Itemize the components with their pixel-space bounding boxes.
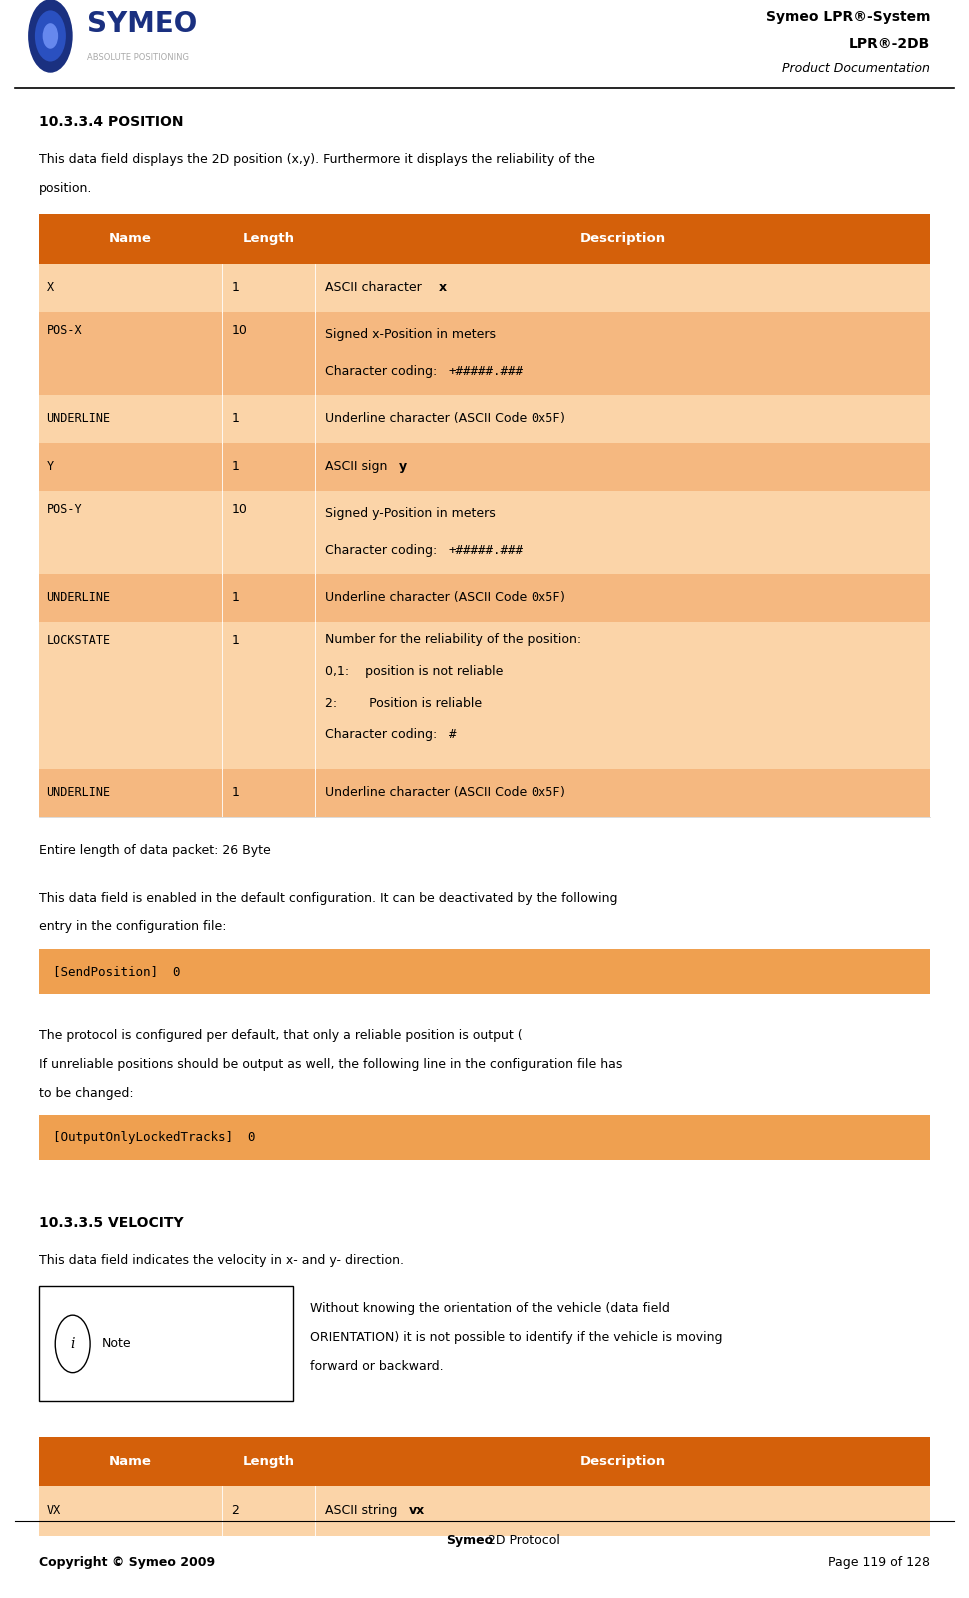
Text: ASCII sign: ASCII sign [325,460,391,473]
FancyBboxPatch shape [39,1286,293,1401]
Text: Note: Note [102,1338,132,1350]
Text: 1: 1 [232,412,239,425]
Text: VX: VX [47,1504,61,1518]
Text: Length: Length [242,232,295,246]
Text: 2: 2 [232,1504,239,1518]
Text: POS-Y: POS-Y [47,503,82,516]
Text: Entire length of data packet: 26 Byte: Entire length of data packet: 26 Byte [39,844,270,857]
Text: 1: 1 [232,281,239,294]
FancyBboxPatch shape [39,214,930,264]
FancyBboxPatch shape [39,491,930,574]
Circle shape [28,0,73,72]
Text: 10: 10 [232,324,247,337]
Text: 2:        Position is reliable: 2: Position is reliable [325,697,482,710]
FancyBboxPatch shape [39,1486,930,1536]
Text: #: # [449,729,456,741]
Text: [SendPosition]  0: [SendPosition] 0 [53,965,181,978]
Text: Page 119 of 128: Page 119 of 128 [828,1556,930,1569]
Text: Underline character (ASCII Code: Underline character (ASCII Code [325,591,531,604]
Text: 10: 10 [232,503,247,516]
FancyBboxPatch shape [39,395,930,443]
Text: Description: Description [579,232,666,246]
Text: entry in the configuration file:: entry in the configuration file: [39,920,226,933]
Text: position.: position. [39,182,92,195]
Text: SYMEO: SYMEO [87,10,198,38]
Text: ABSOLUTE POSITIONING: ABSOLUTE POSITIONING [87,53,189,62]
FancyBboxPatch shape [39,1437,930,1486]
Text: ASCII character: ASCII character [325,281,425,294]
Text: Signed y-Position in meters: Signed y-Position in meters [325,507,495,521]
Text: 1: 1 [232,591,239,604]
Text: POS-X: POS-X [47,324,82,337]
Text: ): ) [560,412,565,425]
FancyBboxPatch shape [39,264,930,312]
Text: 0,1:    position is not reliable: 0,1: position is not reliable [325,665,503,678]
Text: 1: 1 [232,786,239,799]
Text: This data field displays the 2D position (x,y). Furthermore it displays the reli: This data field displays the 2D position… [39,153,595,166]
Text: [OutputOnlyLockedTracks]  0: [OutputOnlyLockedTracks] 0 [53,1131,256,1144]
Text: ASCII string: ASCII string [325,1504,401,1518]
Text: This data field indicates the velocity in x- and y- direction.: This data field indicates the velocity i… [39,1254,404,1267]
Circle shape [35,10,66,62]
Text: Character coding:: Character coding: [325,364,445,379]
Text: Symeo LPR®-System: Symeo LPR®-System [766,10,930,24]
Text: X: X [47,281,53,294]
Text: +#####.###: +#####.### [449,543,524,558]
Text: UNDERLINE: UNDERLINE [47,786,110,799]
FancyBboxPatch shape [39,769,930,817]
Text: If unreliable positions should be output as well, the following line in the conf: If unreliable positions should be output… [39,1058,622,1071]
Text: 10.3.3.4 POSITION: 10.3.3.4 POSITION [39,115,183,129]
Text: The protocol is configured per default, that only a reliable position is output : The protocol is configured per default, … [39,1029,522,1042]
Text: This data field is enabled in the default configuration. It can be deactivated b: This data field is enabled in the defaul… [39,892,617,904]
FancyBboxPatch shape [39,622,930,769]
Text: forward or backward.: forward or backward. [310,1360,444,1373]
Text: Signed x-Position in meters: Signed x-Position in meters [325,328,496,342]
Text: Description: Description [579,1454,666,1469]
Text: UNDERLINE: UNDERLINE [47,412,110,425]
Text: 1: 1 [232,460,239,473]
Text: Underline character (ASCII Code: Underline character (ASCII Code [325,412,531,425]
Text: UNDERLINE: UNDERLINE [47,591,110,604]
Text: 0x5F: 0x5F [531,591,560,604]
Text: Name: Name [109,1454,151,1469]
Text: Y: Y [47,460,53,473]
Text: Character coding:: Character coding: [325,729,445,741]
Text: LOCKSTATE: LOCKSTATE [47,634,110,647]
Text: Without knowing the orientation of the vehicle (data field: Without knowing the orientation of the v… [310,1302,671,1315]
Text: vx: vx [409,1504,425,1518]
Text: 2D Protocol: 2D Protocol [484,1534,560,1547]
Text: Underline character (ASCII Code: Underline character (ASCII Code [325,786,531,799]
FancyBboxPatch shape [39,443,930,491]
Text: Name: Name [109,232,151,246]
Text: ): ) [560,591,565,604]
Text: 1: 1 [232,634,239,647]
Text: Product Documentation: Product Documentation [782,62,930,75]
Text: Character coding:: Character coding: [325,543,445,558]
Text: 0x5F: 0x5F [531,786,560,799]
Text: ): ) [560,786,565,799]
Text: LPR®-2DB: LPR®-2DB [849,37,930,51]
Text: 0x5F: 0x5F [531,412,560,425]
Text: Number for the reliability of the position:: Number for the reliability of the positi… [325,633,581,646]
Circle shape [43,22,58,48]
Text: 10.3.3.5 VELOCITY: 10.3.3.5 VELOCITY [39,1216,183,1230]
Text: Copyright © Symeo 2009: Copyright © Symeo 2009 [39,1556,215,1569]
FancyBboxPatch shape [39,1115,930,1160]
Text: i: i [71,1338,75,1350]
Text: x: x [439,281,448,294]
Text: Symeo: Symeo [446,1534,493,1547]
FancyBboxPatch shape [39,312,930,395]
FancyBboxPatch shape [39,949,930,994]
FancyBboxPatch shape [39,574,930,622]
Circle shape [55,1315,90,1373]
Text: to be changed:: to be changed: [39,1087,134,1099]
Text: +#####.###: +#####.### [449,364,524,379]
Text: y: y [398,460,407,473]
Text: ORIENTATION) it is not possible to identify if the vehicle is moving: ORIENTATION) it is not possible to ident… [310,1331,723,1344]
Text: Length: Length [242,1454,295,1469]
